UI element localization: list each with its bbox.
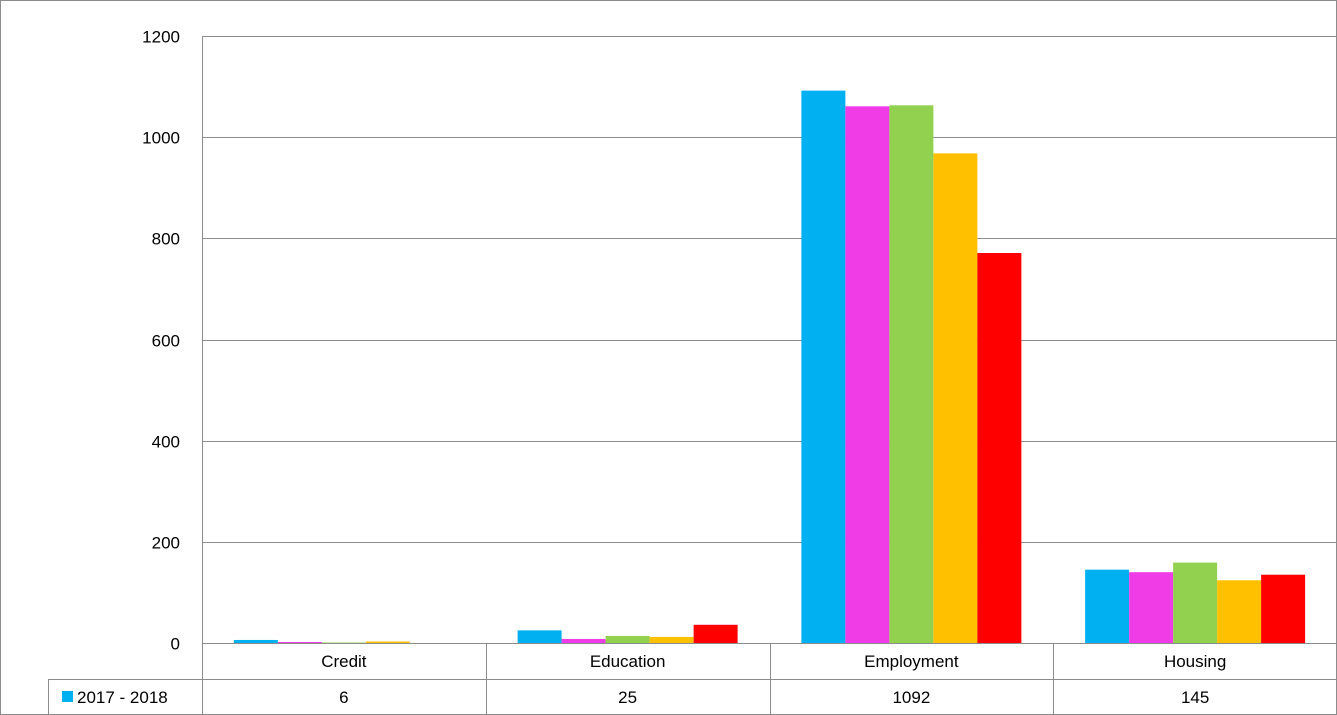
y-tick-label: 0 xyxy=(171,635,180,654)
bar-credit-series-1 xyxy=(233,639,278,643)
bar-housing-series-5 xyxy=(1261,574,1306,643)
bar-education-series-4 xyxy=(649,636,694,643)
bar-employment-series-1 xyxy=(801,90,846,643)
bar-employment-series-5 xyxy=(977,253,1022,643)
x-category-label: Employment xyxy=(864,652,959,671)
y-tick-label: 200 xyxy=(152,534,180,553)
bar-credit-series-4 xyxy=(365,641,410,643)
table-cell: 145 xyxy=(1181,688,1209,707)
table-cell: 6 xyxy=(339,688,348,707)
y-tick-label: 1000 xyxy=(142,129,180,148)
bar-education-series-5 xyxy=(693,624,738,643)
y-axis: 0 200 400 600 800 1000 1200 xyxy=(142,28,203,654)
x-category-label: Education xyxy=(590,652,666,671)
bar-housing-series-2 xyxy=(1129,572,1174,643)
table-row-label: 2017 - 2018 xyxy=(77,688,168,707)
bar-education-series-2 xyxy=(561,638,606,643)
bar-employment-series-3 xyxy=(889,105,934,643)
bar-employment-series-2 xyxy=(845,106,890,643)
data-table: Credit Education Employment Housing 2017 - 2… xyxy=(48,643,1337,715)
y-tick-label: 400 xyxy=(152,433,180,452)
y-tick-label: 1200 xyxy=(142,28,180,47)
bars xyxy=(233,90,1306,643)
table-cell: 1092 xyxy=(892,688,930,707)
x-category-label: Housing xyxy=(1164,652,1226,671)
bar-housing-series-1 xyxy=(1085,569,1130,643)
bar-employment-series-4 xyxy=(933,153,978,643)
bar-housing-series-4 xyxy=(1217,580,1262,643)
y-tick-label: 800 xyxy=(152,230,180,249)
bar-credit-series-2 xyxy=(277,641,322,643)
bar-credit-series-3 xyxy=(321,642,366,643)
bar-housing-series-3 xyxy=(1173,562,1218,643)
bar-education-series-1 xyxy=(517,630,562,643)
x-category-label: Credit xyxy=(321,652,367,671)
bar-education-series-3 xyxy=(605,635,650,643)
legend-key-icon xyxy=(62,691,73,702)
table-cell: 25 xyxy=(618,688,637,707)
y-tick-label: 600 xyxy=(152,332,180,351)
